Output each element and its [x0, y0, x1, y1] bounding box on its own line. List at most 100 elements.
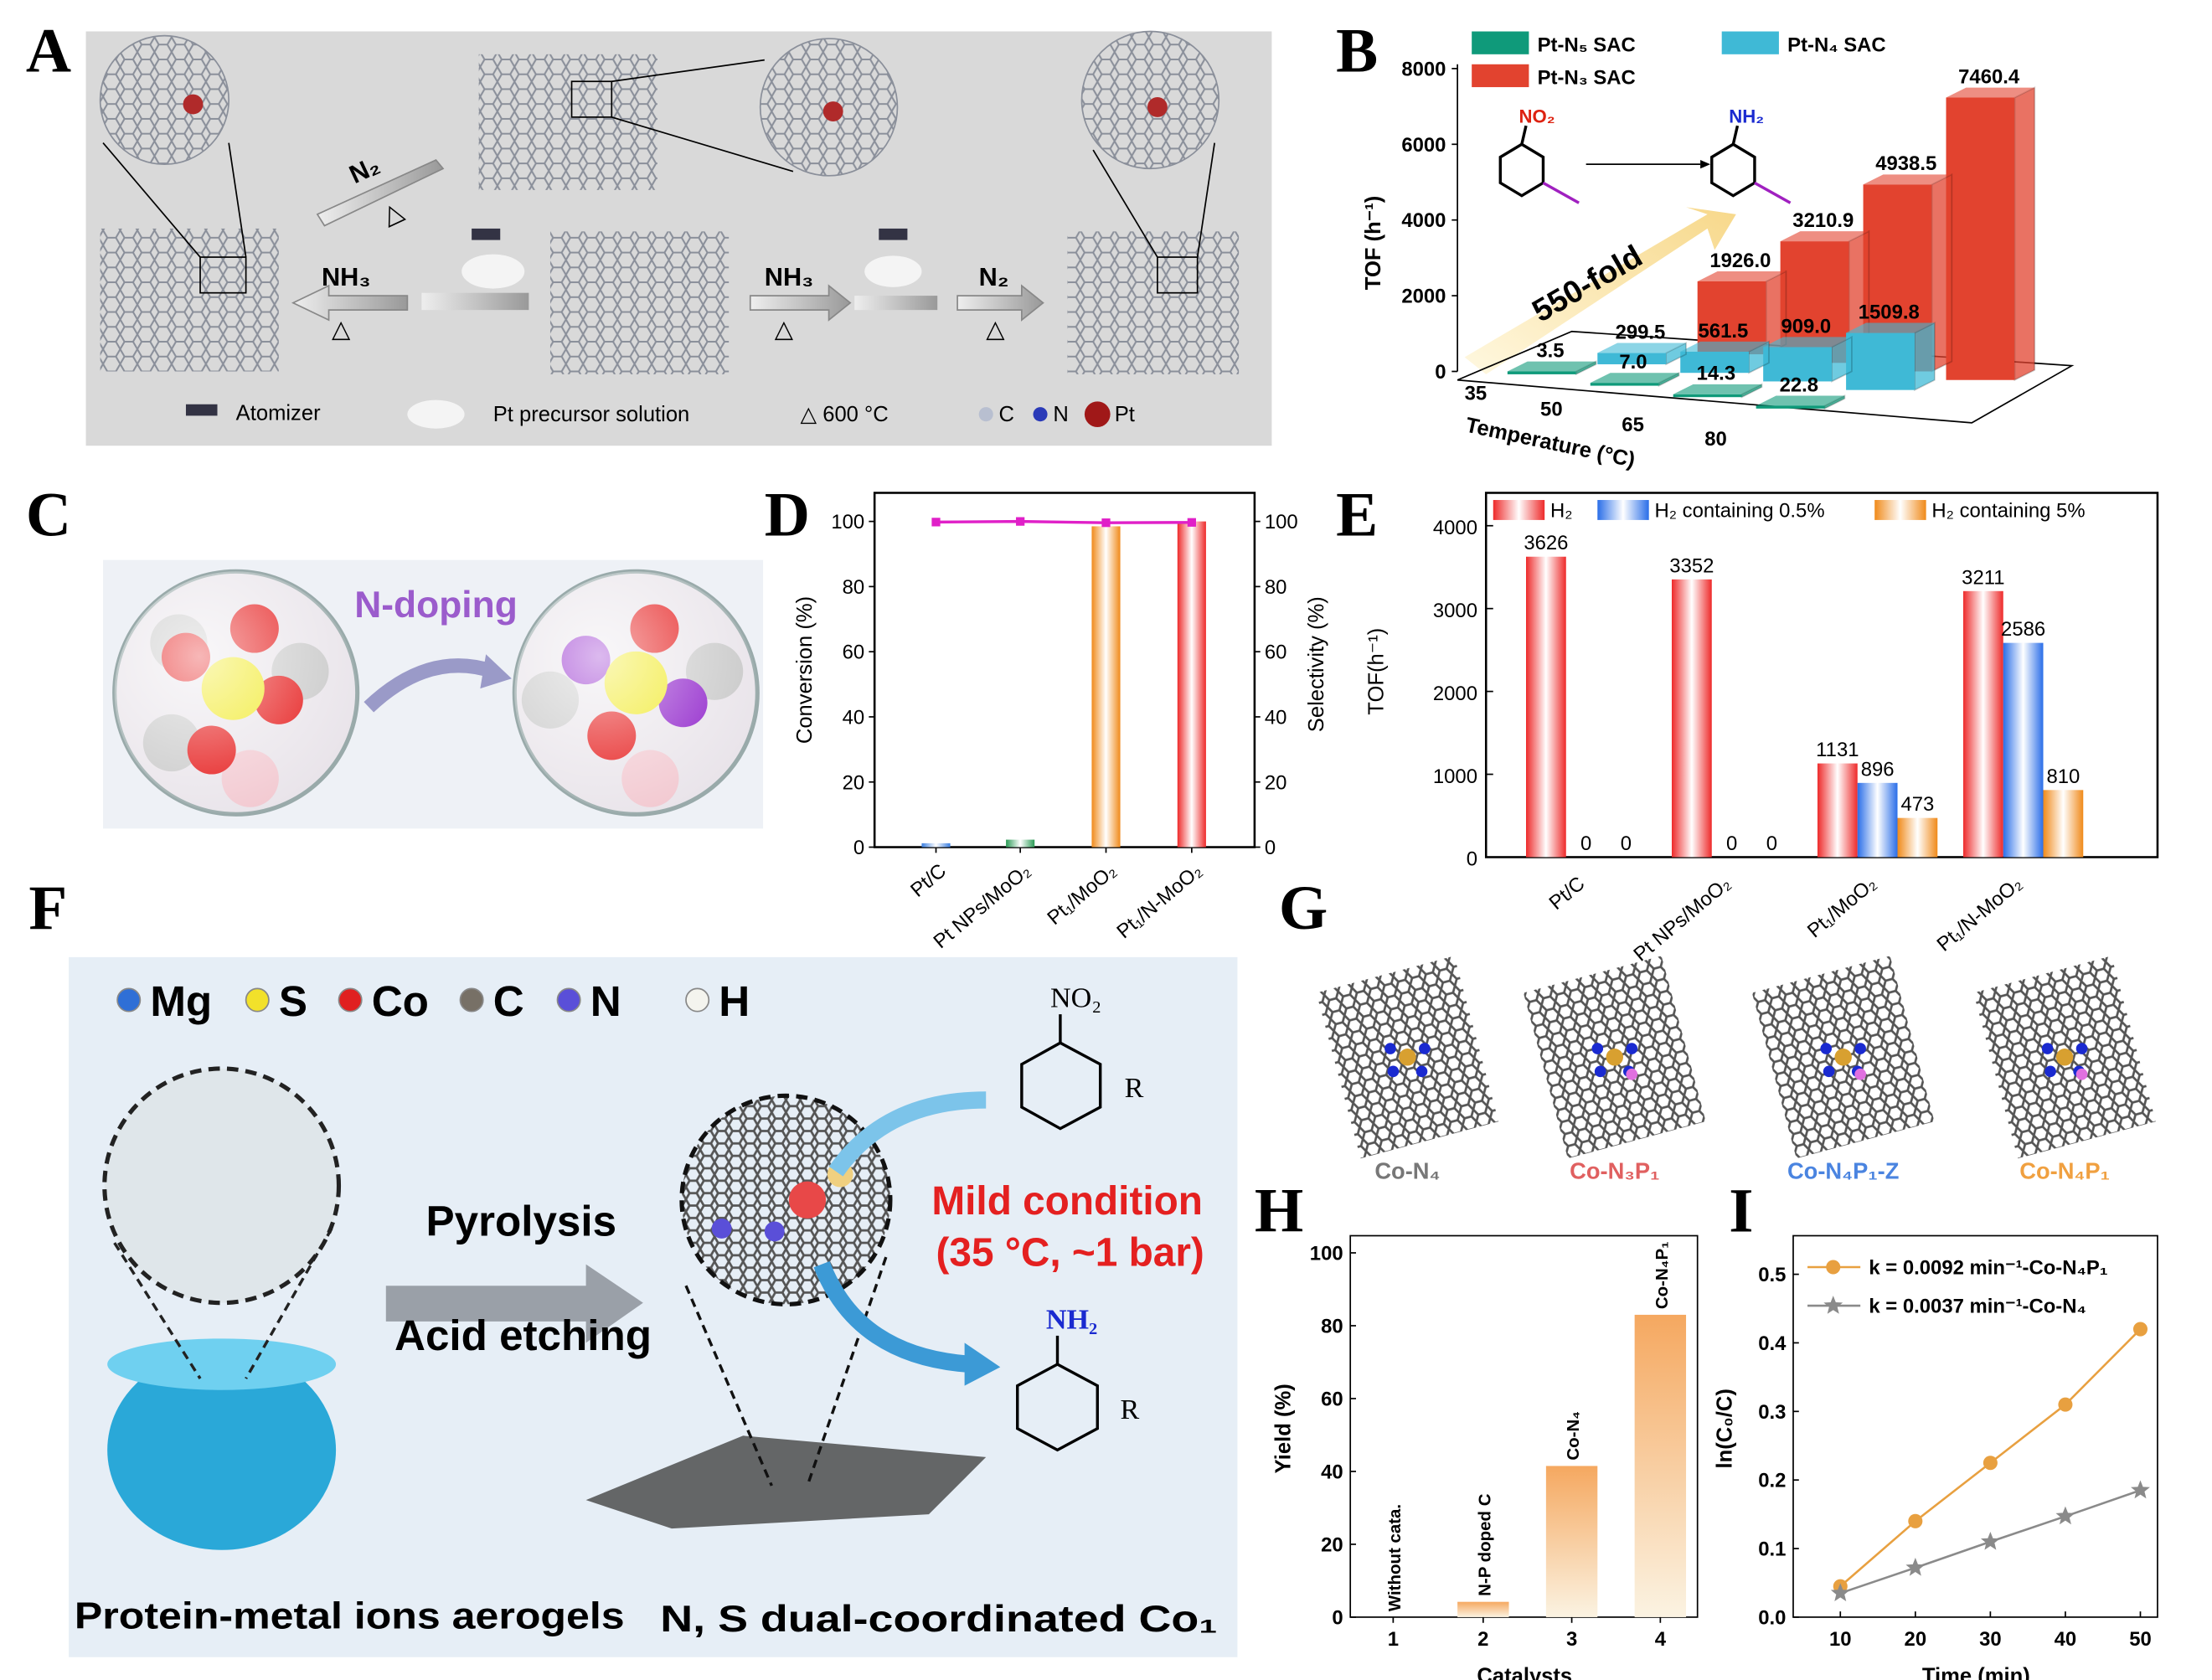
zoom-box — [570, 80, 613, 118]
y-tick-label: 0 — [1467, 848, 1477, 871]
bar — [1756, 405, 1825, 409]
y-tick-label: 20 — [843, 771, 865, 794]
process-arrow — [385, 1264, 643, 1343]
x-tick-label: 10 — [1829, 1628, 1852, 1651]
element-legend-label: H — [719, 977, 750, 1025]
nh3-label-right: NH₃ — [765, 262, 814, 291]
legend-swatch — [1874, 500, 1926, 520]
y-tick-label: 80 — [843, 576, 865, 599]
bar-value-label: 14.3 — [1697, 363, 1735, 385]
cobalt-atom — [788, 1181, 827, 1219]
nitrogen-atom — [711, 1219, 732, 1239]
y-tick-label: 3000 — [1433, 600, 1477, 622]
panel-i-kinetics-chart: 0.0 0.1 0.2 0.3 0.4 0.5 10 20 30 40 50 Time (min) ln… — [1714, 1234, 2158, 1680]
heat-symbol: △ — [332, 317, 351, 343]
selectivity-point — [931, 518, 941, 527]
element-legend-label: Mg — [150, 977, 212, 1025]
panel-label-c: C — [26, 481, 71, 550]
bar-top — [1697, 271, 1787, 281]
legend-swatch — [1597, 500, 1649, 520]
condition-values: (35 °C, ~1 bar) — [936, 1230, 1204, 1275]
aerogel-cylinder — [107, 1349, 337, 1550]
bar-value-label: 473 — [1900, 793, 1934, 816]
pt-atom — [822, 101, 843, 121]
product-group: NH₂ — [1729, 106, 1764, 127]
x-tick-label: 30 — [1979, 1628, 2002, 1651]
x-tick-label: 80 — [1704, 428, 1727, 451]
bar-value-label: 909.0 — [1781, 315, 1831, 338]
selectivity-point — [1187, 518, 1196, 527]
y-tick-label: 60 — [843, 642, 865, 664]
x-tick-label: 3 — [1566, 1628, 1577, 1651]
element-legend-label: Co — [372, 977, 429, 1025]
y-tick-label: 20 — [1321, 1533, 1343, 1556]
zoom-line — [228, 142, 247, 258]
y2-axis-title: Selectivity (%) — [1305, 596, 1328, 732]
bar-value-label: 1131 — [1816, 739, 1859, 761]
panel-label-f: F — [28, 873, 67, 943]
element-legend-dot — [245, 987, 270, 1013]
bar-label: Co-N₄ — [1564, 1411, 1583, 1461]
x-tick-label: 20 — [1905, 1628, 1927, 1651]
y2-tick-label: 0 — [1265, 837, 1276, 859]
doping-arrowhead — [480, 654, 512, 689]
conversion-bar — [1006, 839, 1035, 848]
x-tick-label: Pt₁/MoO₂ — [1043, 859, 1121, 930]
fold-label: 550-fold — [1526, 238, 1648, 328]
n2-arrow — [316, 159, 445, 227]
y-tick-label: 0.4 — [1758, 1332, 1787, 1355]
protein-zoom-circle — [102, 1066, 342, 1306]
legend-label: k = 0.0092 min⁻¹-Co-N₄P₁ — [1869, 1257, 2107, 1280]
nitrogen-atom — [1387, 1065, 1400, 1078]
heat-symbol: △ — [775, 317, 794, 343]
bond — [1520, 125, 1528, 145]
y-tick-label: 0.5 — [1758, 1264, 1786, 1286]
nh3-label-left: NH₃ — [322, 262, 371, 291]
bond — [1731, 125, 1740, 145]
x-tick-label: 50 — [1540, 398, 1563, 420]
element-legend-dot — [459, 987, 484, 1013]
y-tick-label: 60 — [1321, 1388, 1343, 1410]
panel-labels: A B C D E F G H I — [26, 16, 1754, 1245]
y2-tick-label: 80 — [1265, 576, 1287, 599]
pt-atom — [183, 94, 204, 115]
phosphorus-atom — [1854, 1068, 1866, 1080]
y-tick-label: 80 — [1321, 1315, 1343, 1337]
cobalt-atom — [2055, 1049, 2074, 1066]
carbon-sheet — [585, 1435, 987, 1529]
y2-tick-label: 40 — [1265, 706, 1287, 729]
bar-top — [1846, 322, 1935, 333]
plot-frame — [1792, 1234, 2158, 1618]
bar-value-label: 0 — [1726, 832, 1737, 855]
bar-value-label: 7.0 — [1619, 351, 1647, 374]
x-tick-label: Pt/C — [1545, 872, 1590, 915]
nh3-arrow-right — [749, 284, 852, 322]
phosphorus-atom — [2075, 1068, 2088, 1080]
bar-side — [1914, 322, 1936, 392]
element-legend-label: S — [279, 977, 307, 1025]
y2-tick-label: 60 — [1265, 642, 1287, 664]
x-tick-label: Pt₁/N-MoO₂ — [1112, 859, 1206, 943]
carbon-atom-legend-icon — [978, 407, 993, 422]
precursor-arrow-right — [854, 296, 938, 311]
catalyst-zoom-circle — [679, 1093, 893, 1306]
bar-value-label: 3211 — [1962, 566, 2004, 589]
nitrogen-atom — [1823, 1065, 1835, 1078]
bar-label: N-P doped C — [1475, 1493, 1494, 1596]
structure-label: Co-N₄P₁-Z — [1787, 1157, 1899, 1183]
y-tick-label: 0 — [853, 837, 864, 859]
bar — [1526, 556, 1566, 858]
panel-b-tof-3d-bar-chart: 550-fold NO₂ NH₂ 0 2000 4000 6000 8000 TOF (h… — [1362, 31, 2075, 472]
nitrogen-atom — [1419, 1043, 1431, 1054]
bar-top — [1863, 174, 1952, 185]
bar — [1897, 817, 1938, 858]
y2-tick-label: 20 — [1265, 771, 1287, 794]
fold-arrow — [1464, 207, 1736, 374]
cobalt-atom — [1834, 1049, 1852, 1066]
alkyne-bond — [1542, 181, 1580, 204]
bar-top — [1680, 341, 1769, 352]
panel-label-i: I — [1729, 1176, 1753, 1245]
nitrogen-atom — [1384, 1043, 1396, 1054]
conversion-bar — [1091, 526, 1121, 848]
panel-d-conversion-chart: 0 0 20 20 40 40 60 60 80 80 100 100 Conversion (%) Se… — [793, 492, 1328, 953]
